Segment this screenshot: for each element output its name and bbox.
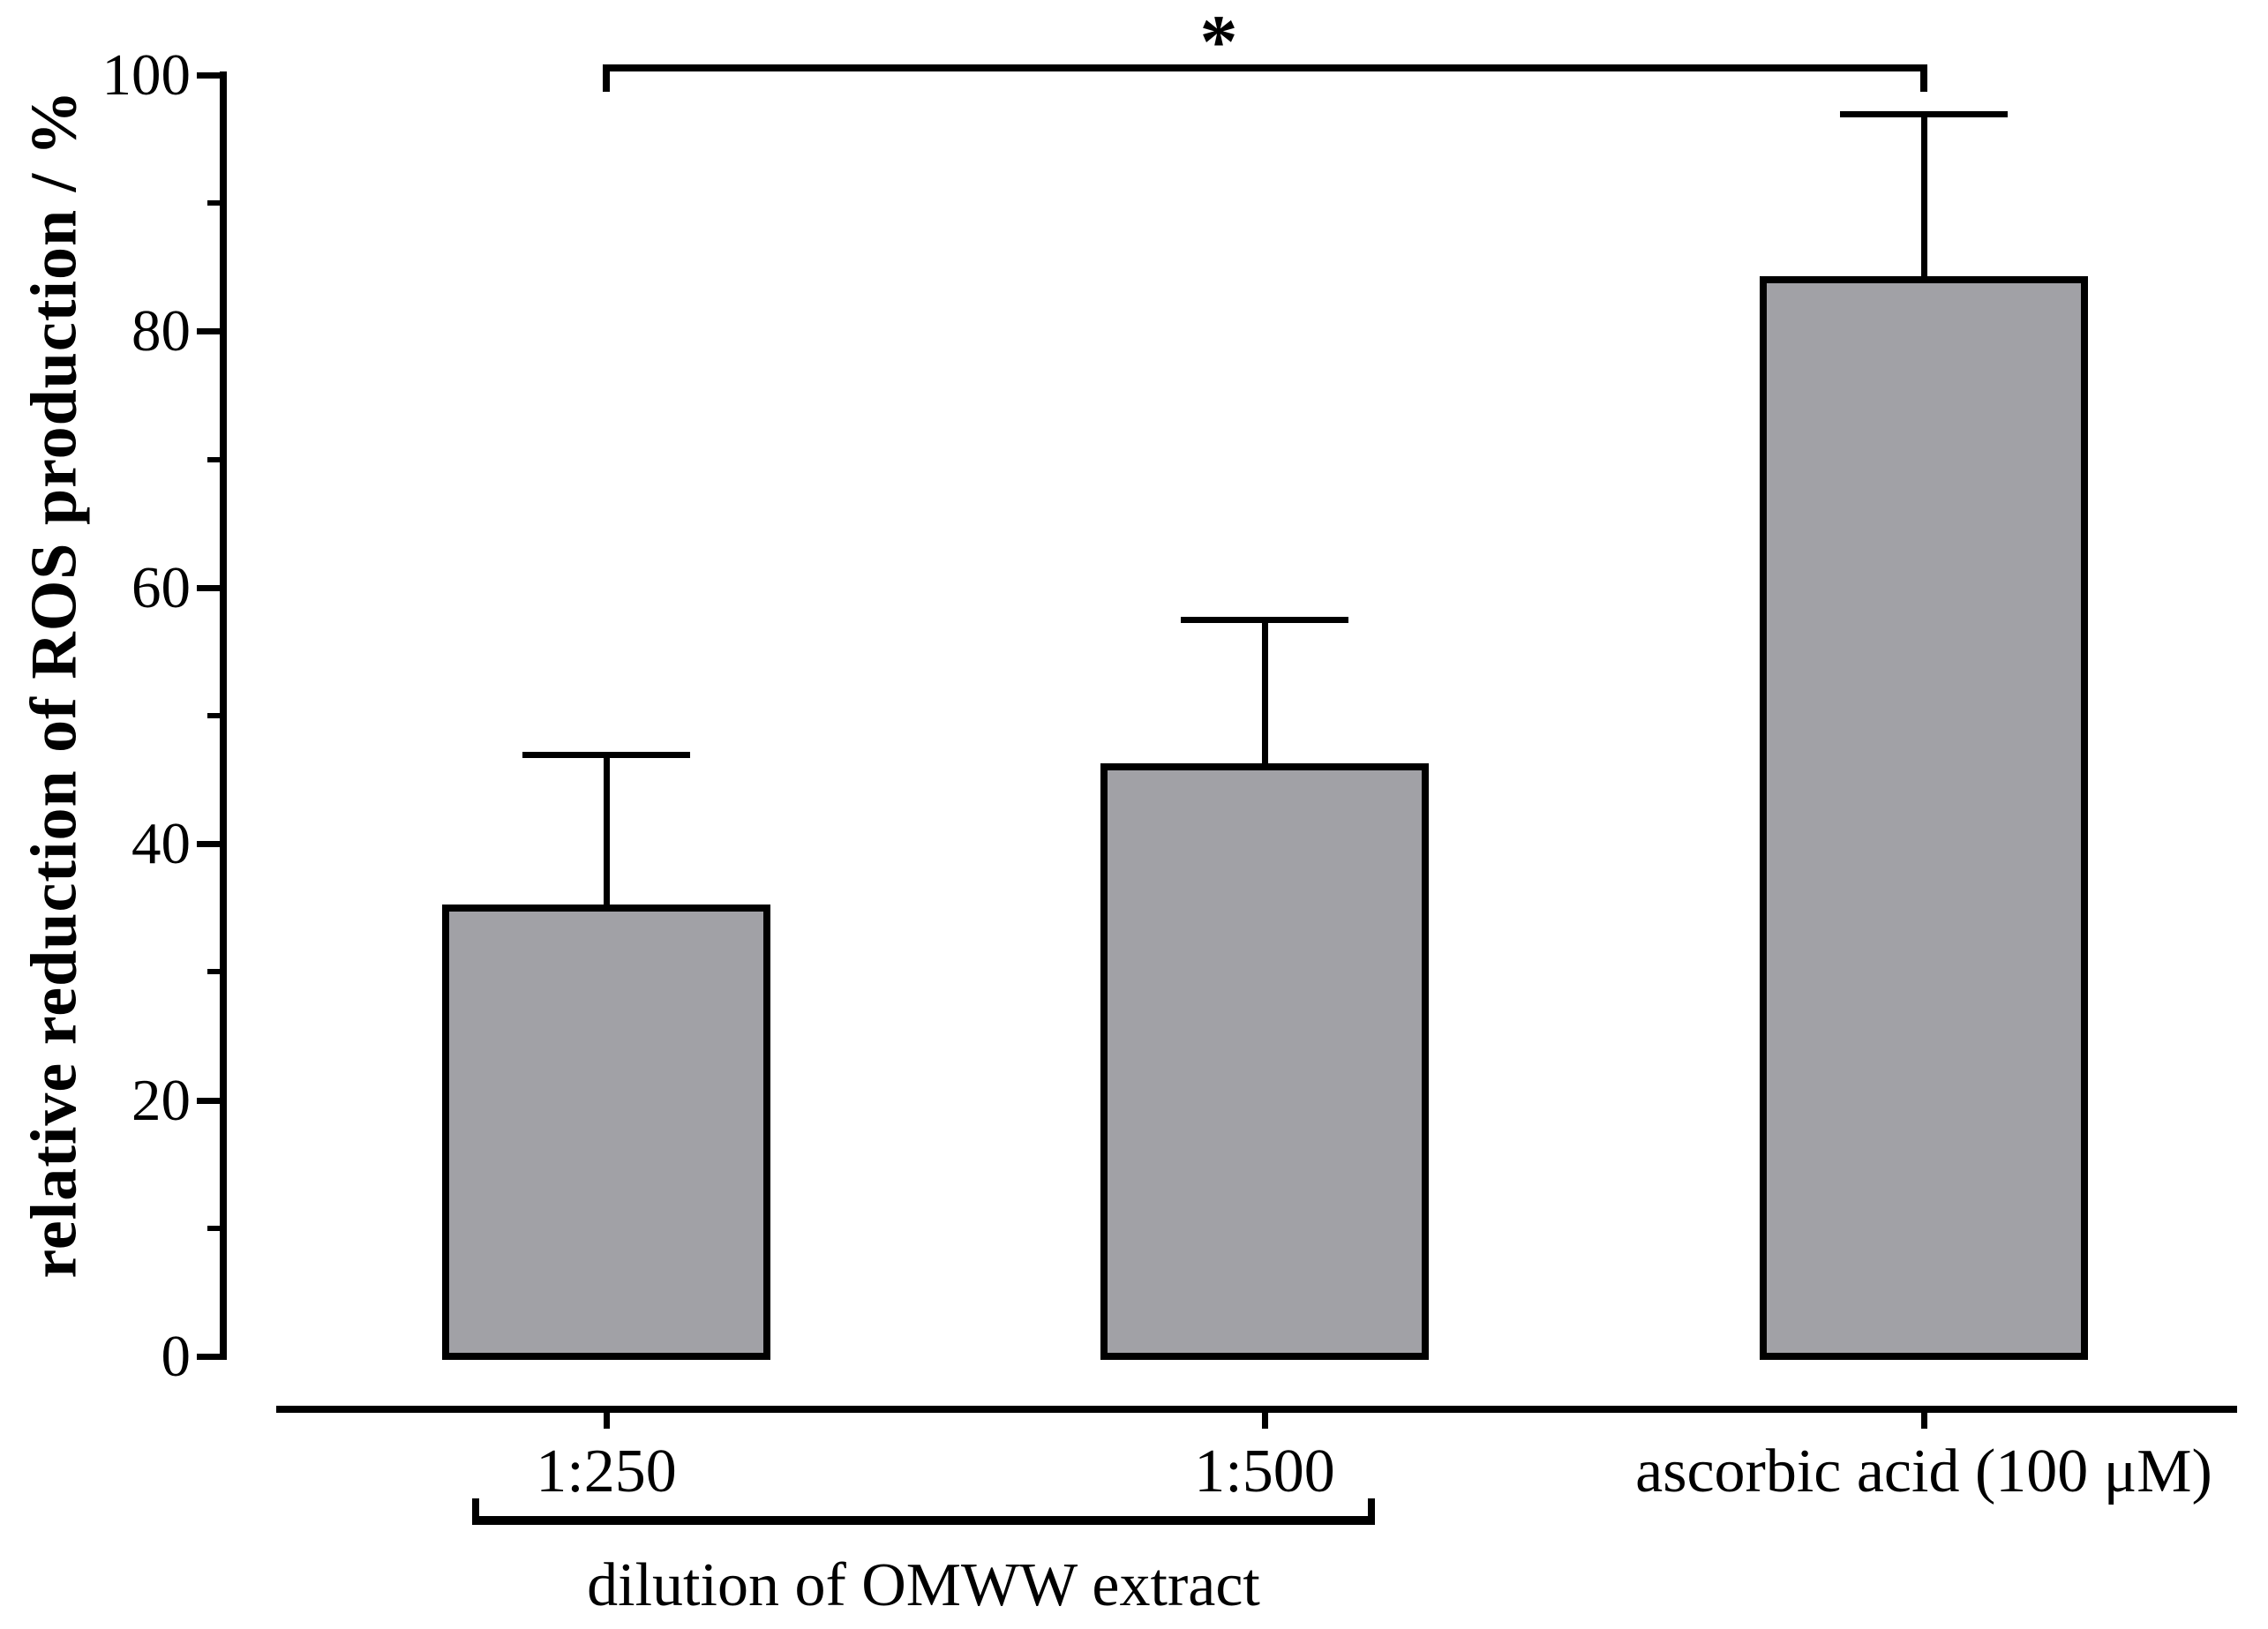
y-tick-label: 20 (131, 1067, 191, 1133)
y-major-tick (197, 328, 220, 335)
group-bracket-stub-right (1368, 1498, 1375, 1525)
y-axis-line (220, 71, 227, 1360)
x-tick (1921, 1413, 1927, 1429)
y-minor-tick (207, 713, 220, 718)
y-tick-label: 40 (131, 811, 191, 877)
group-bracket-stub-left (472, 1498, 479, 1525)
y-minor-tick (207, 1225, 220, 1231)
error-bar-cap (1840, 110, 2008, 117)
bar (1760, 276, 2088, 1360)
significance-bracket-drop-left (603, 64, 610, 92)
group-bracket-line (472, 1516, 1375, 1525)
error-bar-stem (604, 754, 610, 908)
error-bar-cap (522, 751, 690, 758)
y-major-tick (197, 1097, 220, 1104)
group-bracket-label: dilution of OMWW extract (587, 1551, 1260, 1619)
y-major-tick (197, 584, 220, 591)
x-category-label: 1:500 (1194, 1438, 1335, 1505)
y-tick-label: 100 (101, 42, 192, 108)
significance-bracket-line (603, 64, 1927, 71)
error-bar-stem (1262, 619, 1268, 768)
y-major-tick (197, 1354, 220, 1360)
error-bar-cap (1181, 617, 1348, 624)
x-tick (604, 1413, 610, 1429)
bar (442, 904, 770, 1360)
y-minor-tick (207, 456, 220, 462)
x-axis-line (276, 1406, 2237, 1413)
y-minor-tick (207, 969, 220, 975)
y-major-tick (197, 841, 220, 848)
significance-bracket-drop-right (1920, 64, 1927, 92)
y-tick-label: 60 (131, 554, 191, 620)
error-bar-stem (1921, 113, 1927, 281)
y-tick-label: 80 (131, 298, 191, 364)
y-minor-tick (207, 200, 220, 206)
y-major-tick (197, 72, 220, 79)
x-category-label: 1:250 (536, 1438, 677, 1505)
x-category-label: ascorbic acid (100 μM) (1635, 1438, 2212, 1505)
y-tick-label: 0 (161, 1324, 192, 1389)
x-tick (1262, 1413, 1268, 1429)
bar (1100, 763, 1429, 1360)
